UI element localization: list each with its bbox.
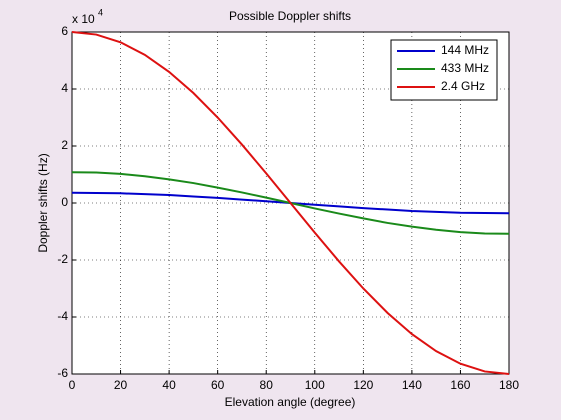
x-tick-label: 60 [211, 378, 225, 392]
axes-box [71, 31, 510, 375]
x-tick-label: 0 [69, 378, 76, 392]
x-tick-label: 120 [353, 378, 373, 392]
x-tick-label: 40 [162, 378, 176, 392]
series-line [71, 31, 510, 375]
legend-label: 144 MHz [441, 43, 489, 57]
x-axis-label: Elevation angle (degree) [225, 395, 356, 409]
x-tick-label: 20 [114, 378, 128, 392]
x-tick-label: 180 [499, 378, 519, 392]
y-tick-label: 2 [61, 138, 68, 152]
y-exponent: 4 [98, 7, 103, 17]
x-tick-label: 140 [402, 378, 422, 392]
y-tick-label: 6 [61, 24, 68, 38]
y-tick-label: -2 [57, 252, 68, 266]
y-tick-label: -4 [57, 309, 68, 323]
y-tick-label: -6 [57, 366, 68, 380]
y-multiplier: x 10 [72, 12, 95, 26]
y-tick-label: 4 [61, 81, 68, 95]
y-tick-label: 0 [61, 195, 68, 209]
chart-title: Possible Doppler shifts [229, 9, 351, 23]
x-tick-label: 100 [305, 378, 325, 392]
y-axis-label: Doppler shifts (Hz) [36, 153, 50, 252]
legend-label: 433 MHz [441, 61, 489, 75]
x-tick-label: 80 [260, 378, 274, 392]
legend-label: 2.4 GHz [441, 79, 485, 93]
x-tick-label: 160 [450, 378, 470, 392]
